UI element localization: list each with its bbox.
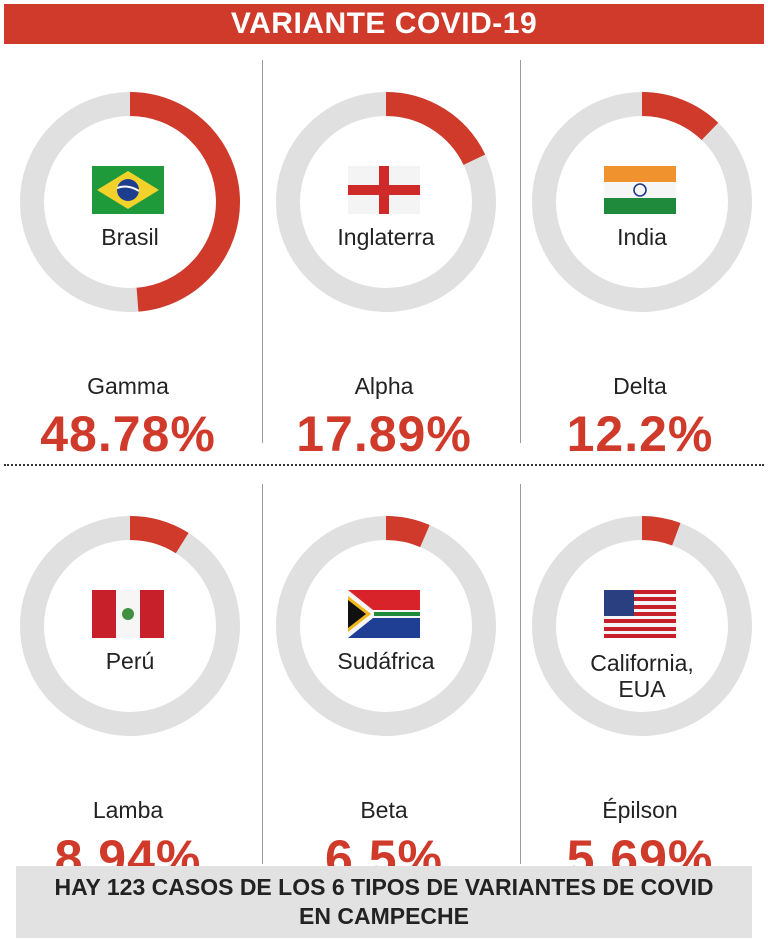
- donut-slice: [385, 516, 430, 548]
- donut-slice: [129, 516, 189, 554]
- donut-chart: [530, 514, 754, 738]
- brazil-flag-icon: [92, 166, 164, 214]
- variant-name: Delta: [613, 373, 667, 399]
- donut-chart: [18, 514, 242, 738]
- variant-name: Lamba: [92, 797, 164, 823]
- country-label: Perú: [105, 648, 155, 674]
- variant-card-delta: India Delta 12.2%: [512, 90, 768, 510]
- column-divider: [520, 484, 521, 864]
- footer-summary: HAY 123 CASOS DE LOS 6 TIPOS DE VARIANTE…: [16, 866, 752, 938]
- south-africa-flag-icon: [348, 590, 420, 638]
- variant-percentage: 12.2%: [566, 406, 714, 462]
- variant-name: Gamma: [87, 373, 169, 399]
- variant-name: Épilson: [602, 797, 678, 823]
- country-label: California, EUA: [590, 650, 694, 702]
- donut-svg: [276, 92, 496, 312]
- variant-card-gamma: Brasil Gamma 48.78%: [0, 90, 256, 510]
- variant-name: Beta: [360, 797, 408, 823]
- donut-slice: [641, 516, 681, 546]
- england-flag-icon: [348, 166, 420, 214]
- donut-svg: [532, 92, 752, 312]
- donut-svg: [276, 516, 496, 736]
- country-label: Sudáfrica: [337, 648, 435, 674]
- variant-card-beta: Sudáfrica Beta 6.5%: [256, 514, 512, 934]
- donut-svg: [20, 92, 240, 312]
- variant-percentage: 48.78%: [40, 406, 216, 462]
- variant-name: Alpha: [354, 373, 414, 399]
- country-label: Inglaterra: [337, 224, 435, 250]
- donut-svg: [532, 516, 752, 736]
- country-label: India: [617, 224, 667, 250]
- page-title: VARIANTE COVID-19: [4, 4, 764, 44]
- usa-flag-icon: [604, 590, 676, 638]
- donut-slice: [641, 92, 719, 141]
- variant-percentage: 17.89%: [296, 406, 472, 462]
- peru-flag-icon: [92, 590, 164, 638]
- row-divider: [4, 464, 764, 466]
- country-label: Brasil: [101, 224, 159, 250]
- footer-text: HAY 123 CASOS DE LOS 6 TIPOS DE VARIANTE…: [54, 874, 714, 929]
- donut-chart: [18, 90, 242, 314]
- column-divider: [262, 484, 263, 864]
- column-divider: [520, 60, 521, 443]
- india-flag-icon: [604, 166, 676, 214]
- variant-card-lamba: Perú Lamba 8.94%: [0, 514, 256, 934]
- donut-slice: [129, 92, 240, 312]
- donut-chart: [530, 90, 754, 314]
- donut-svg: [20, 516, 240, 736]
- donut-slice: [385, 92, 486, 166]
- column-divider: [262, 60, 263, 443]
- donut-chart: [274, 514, 498, 738]
- variant-card-alpha: Inglaterra Alpha 17.89%: [256, 90, 512, 510]
- page-title-text: VARIANTE COVID-19: [230, 7, 538, 40]
- donut-chart: [274, 90, 498, 314]
